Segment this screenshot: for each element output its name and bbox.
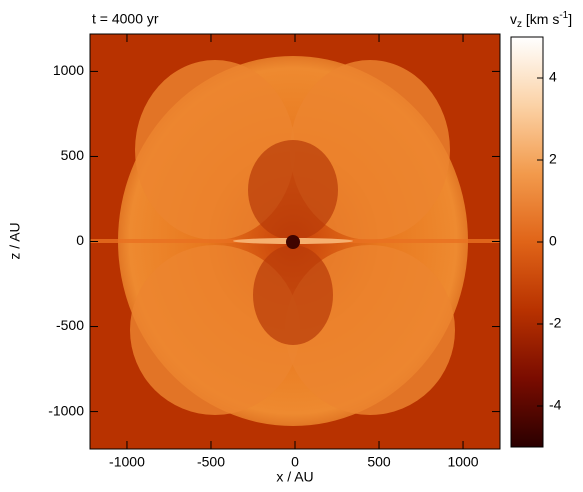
x-axis-label: x / AU [276, 469, 313, 485]
cb-label-part: ] [568, 11, 572, 27]
colorbar-tick-label: -2 [549, 315, 562, 331]
field-image [90, 34, 500, 449]
cb-label-sup: -1 [559, 10, 568, 21]
y-axis-label: z / AU [7, 222, 23, 259]
x-tick-label: -500 [197, 454, 225, 470]
cb-label-sub: z [517, 19, 522, 30]
x-tick-label: -1000 [109, 454, 145, 470]
y-tick-label: 0 [76, 232, 84, 248]
colorbar-tick-label: 4 [549, 69, 557, 85]
colorbar-label: vz [km s-1] [510, 10, 572, 30]
colorbar-tick-label: 2 [549, 151, 557, 167]
cb-label-part: v [510, 11, 517, 27]
y-tick-label: 500 [61, 147, 85, 163]
y-tick-label: -500 [56, 317, 84, 333]
x-tick-label: 0 [291, 454, 299, 470]
y-tick-label: -1000 [48, 402, 84, 418]
chart-title: t = 4000 yr [92, 11, 159, 27]
x-tick-label: 500 [367, 454, 391, 470]
y-tick-label: 1000 [53, 62, 84, 78]
colorbar-tick-label: -4 [549, 397, 562, 413]
colorbar-tick-label: 0 [549, 233, 557, 249]
x-tick-label: 1000 [447, 454, 478, 470]
cb-label-part: [km s [522, 11, 559, 27]
